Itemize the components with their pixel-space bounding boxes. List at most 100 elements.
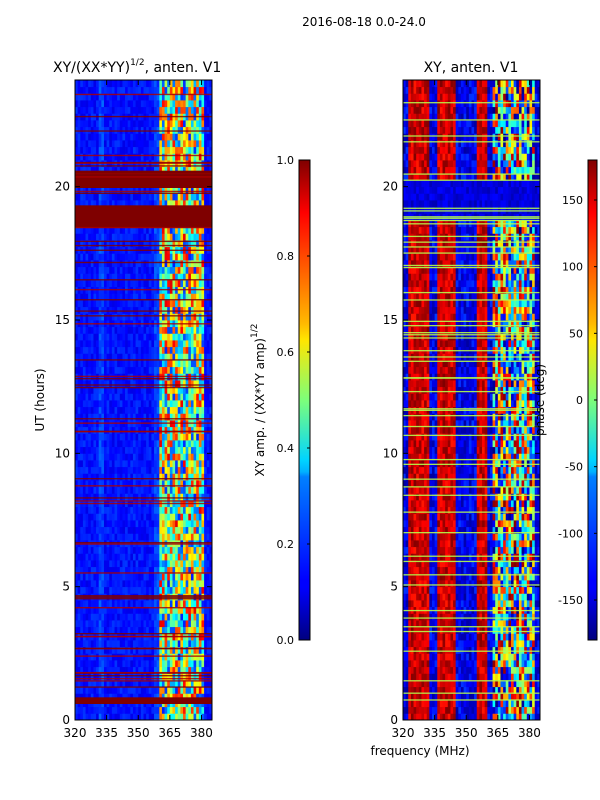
amp-cell	[159, 413, 163, 421]
amp-cell	[140, 106, 144, 114]
amp-cell	[146, 546, 150, 554]
amp-cell	[175, 666, 179, 674]
amp-cell	[103, 653, 108, 661]
amp-cell	[75, 120, 79, 128]
amp-cell	[198, 353, 202, 361]
amp-cell	[96, 606, 100, 614]
amp-cell	[204, 106, 208, 114]
amp-cell	[146, 620, 150, 628]
amp-cell	[132, 480, 136, 488]
amp-cell	[161, 406, 165, 414]
amp-cell	[169, 366, 173, 374]
amp-cell	[140, 353, 144, 361]
amp-cell	[188, 706, 192, 714]
amp-cell	[85, 560, 89, 568]
amp-cell	[185, 306, 189, 314]
amp-cell	[114, 653, 118, 661]
amp-cell	[161, 253, 165, 261]
amp-cell	[117, 460, 121, 468]
amp-cell	[180, 606, 184, 614]
amp-cell	[117, 553, 121, 561]
amp-cell	[159, 86, 163, 94]
amp-cell	[96, 626, 100, 634]
amp-cell	[180, 480, 184, 488]
amp-cell	[114, 193, 118, 201]
amp-cell	[127, 666, 131, 674]
amp-cell	[80, 713, 84, 720]
amp-cell	[196, 713, 200, 720]
amp-cell	[151, 233, 155, 241]
amp-cell	[135, 280, 139, 288]
amp-cell	[122, 706, 126, 714]
amp-cell	[143, 253, 147, 261]
amp-cell	[188, 680, 192, 688]
amp-cell	[106, 140, 110, 148]
amp-cell	[132, 613, 136, 621]
amp-cell	[114, 86, 118, 94]
amp-cell	[143, 93, 147, 101]
amp-cell	[103, 660, 108, 668]
amp-cell	[198, 546, 202, 554]
amp-cell	[190, 406, 194, 414]
amp-cell	[103, 553, 108, 561]
amp-cell	[101, 473, 105, 481]
amp-cell	[185, 660, 189, 668]
amp-cell	[119, 353, 123, 361]
amp-cell	[98, 413, 102, 421]
amp-cell	[156, 120, 160, 128]
amp-cell	[143, 266, 147, 274]
amp-cell	[75, 460, 79, 468]
amp-cell	[190, 126, 194, 134]
amp-cell	[193, 166, 197, 174]
amp-cell	[138, 446, 142, 454]
amp-cell	[185, 346, 189, 354]
amp-cell	[154, 426, 158, 434]
amp-cell	[185, 606, 189, 614]
amp-cell	[114, 106, 118, 114]
amp-cell	[77, 686, 81, 694]
amp-cell	[132, 86, 136, 94]
amp-cell	[193, 660, 197, 668]
amp-cell	[80, 480, 84, 488]
amp-cell	[169, 606, 173, 614]
amp-cell	[198, 440, 202, 448]
amp-cell	[204, 273, 208, 281]
amp-cell	[193, 260, 197, 268]
amp-cell	[98, 713, 102, 720]
amp-cell	[188, 386, 192, 394]
amp-cell	[138, 533, 142, 541]
amp-cell	[169, 693, 173, 701]
amp-cell	[98, 673, 102, 681]
amp-cell	[209, 426, 212, 434]
amp-cell	[98, 340, 102, 348]
amp-cell	[172, 353, 176, 361]
amp-cell	[138, 346, 142, 354]
amp-cell	[101, 486, 105, 494]
amp-cell	[169, 300, 173, 308]
amp-cell	[180, 560, 184, 568]
amp-cell	[101, 80, 105, 88]
amp-cell	[188, 133, 192, 141]
amp-cell	[96, 553, 100, 561]
amp-cell	[127, 686, 131, 694]
amp-cell	[188, 553, 192, 561]
amp-cell	[161, 240, 165, 248]
amp-cell	[75, 93, 79, 101]
amp-cell	[103, 413, 108, 421]
amp-cell	[185, 166, 189, 174]
amp-cell	[75, 673, 79, 681]
amp-cell	[143, 100, 147, 108]
amp-cell	[117, 660, 121, 668]
amp-cell	[77, 193, 81, 201]
amp-cell	[206, 360, 210, 368]
amp-cell	[204, 166, 208, 174]
amp-cell	[151, 306, 155, 314]
amp-cell	[143, 273, 147, 281]
amp-cell	[125, 393, 129, 401]
amp-cell	[169, 646, 173, 654]
amp-cell	[75, 300, 79, 308]
amp-cell	[143, 353, 147, 361]
amp-cell	[96, 580, 100, 588]
amp-cell	[80, 600, 84, 608]
amp-cell	[172, 620, 176, 628]
